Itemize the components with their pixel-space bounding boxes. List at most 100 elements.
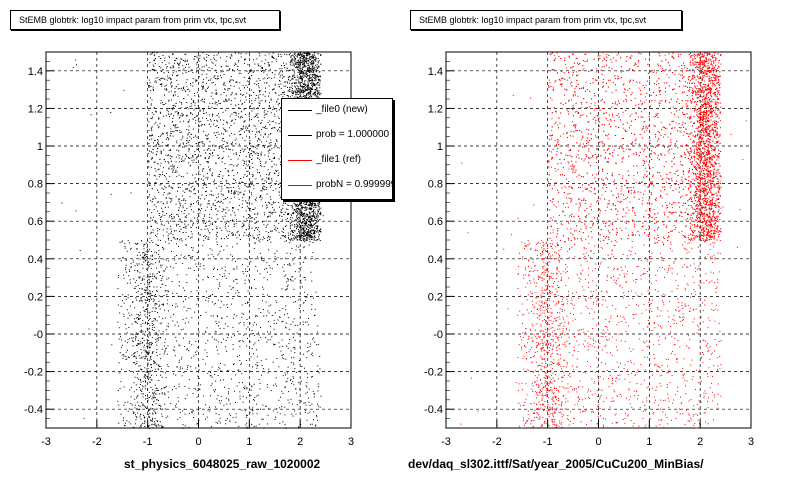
scatter-point <box>243 193 244 195</box>
scatter-point <box>294 82 296 84</box>
scatter-point <box>260 122 262 124</box>
scatter-point <box>216 120 218 122</box>
scatter-point <box>233 187 235 188</box>
scatter-point <box>313 211 314 213</box>
scatter-point <box>215 238 217 240</box>
scatter-point <box>272 190 274 191</box>
scatter-point <box>303 94 305 96</box>
scatter-point <box>316 75 318 77</box>
scatter-point <box>278 94 280 96</box>
scatter-point <box>308 89 310 90</box>
scatter-point <box>195 119 197 121</box>
scatter-point <box>300 203 302 204</box>
scatter-point <box>316 86 318 88</box>
scatter-point <box>224 129 226 131</box>
scatter-point <box>196 217 198 219</box>
scatter-point <box>232 169 234 171</box>
scatter-point <box>167 154 169 156</box>
scatter-point <box>264 110 266 111</box>
scatter-point <box>250 89 252 91</box>
scatter-point <box>307 89 309 91</box>
scatter-point <box>223 129 225 130</box>
scatter-point <box>175 124 177 126</box>
scatter-point <box>244 114 246 116</box>
scatter-point <box>151 225 152 227</box>
scatter-point <box>156 236 158 238</box>
scatter-point <box>274 127 276 129</box>
scatter-point <box>298 221 300 223</box>
scatter-point <box>170 90 172 92</box>
scatter-point <box>206 64 207 66</box>
scatter-point <box>235 219 237 221</box>
scatter-point <box>306 223 308 225</box>
scatter-point <box>268 77 270 79</box>
scatter-point <box>228 234 230 236</box>
scatter-point <box>182 69 184 71</box>
scatter-point <box>155 221 157 223</box>
scatter-point <box>266 177 268 179</box>
scatter-point <box>171 86 173 88</box>
scatter-point <box>151 53 153 55</box>
scatter-point <box>262 126 264 128</box>
scatter-point <box>168 192 170 194</box>
scatter-point <box>248 207 250 209</box>
scatter-point <box>313 216 315 218</box>
scatter-point <box>248 225 250 227</box>
scatter-point <box>309 202 311 204</box>
scatter-point <box>310 200 312 201</box>
scatter-point <box>314 52 316 54</box>
scatter-point <box>295 220 297 222</box>
scatter-point <box>189 140 191 142</box>
scatter-point <box>156 233 158 235</box>
scatter-point <box>278 187 280 189</box>
scatter-point <box>246 175 248 177</box>
scatter-point <box>273 153 275 155</box>
scatter-point <box>206 161 208 163</box>
scatter-point <box>193 193 195 195</box>
scatter-point <box>266 174 268 175</box>
scatter-point <box>279 72 281 74</box>
scatter-point <box>274 156 275 158</box>
scatter-point <box>252 235 254 237</box>
scatter-point <box>225 95 227 97</box>
scatter-point <box>298 78 300 80</box>
scatter-point <box>208 155 210 157</box>
scatter-point <box>176 149 178 151</box>
scatter-point <box>234 212 236 214</box>
scatter-point <box>206 236 208 238</box>
scatter-point <box>223 82 225 84</box>
scatter-point <box>312 201 314 203</box>
scatter-point <box>299 91 301 93</box>
scatter-point <box>219 201 221 203</box>
scatter-point <box>204 158 206 160</box>
scatter-point <box>171 168 173 170</box>
scatter-point <box>269 215 271 217</box>
scatter-point <box>259 123 261 124</box>
scatter-point <box>201 85 203 87</box>
scatter-point <box>195 81 197 83</box>
scatter-point <box>239 239 241 240</box>
scatter-point <box>301 207 302 208</box>
scatter-point <box>304 64 306 66</box>
scatter-point <box>311 224 313 226</box>
scatter-point <box>311 87 313 89</box>
scatter-point <box>291 231 293 233</box>
scatter-point <box>183 198 185 200</box>
scatter-point <box>255 200 257 202</box>
scatter-point <box>264 189 266 191</box>
scatter-point <box>238 113 240 115</box>
scatter-point <box>224 209 226 211</box>
scatter-point <box>310 220 312 222</box>
scatter-point <box>171 85 173 87</box>
scatter-point <box>188 88 190 90</box>
scatter-point <box>311 67 313 69</box>
scatter-point <box>262 94 264 96</box>
scatter-point <box>209 213 211 215</box>
scatter-point <box>244 62 245 64</box>
scatter-point <box>310 209 312 211</box>
scatter-point <box>170 133 172 134</box>
scatter-point <box>215 234 217 236</box>
scatter-point <box>298 60 300 62</box>
scatter-point <box>260 175 262 177</box>
scatter-point <box>296 233 298 235</box>
